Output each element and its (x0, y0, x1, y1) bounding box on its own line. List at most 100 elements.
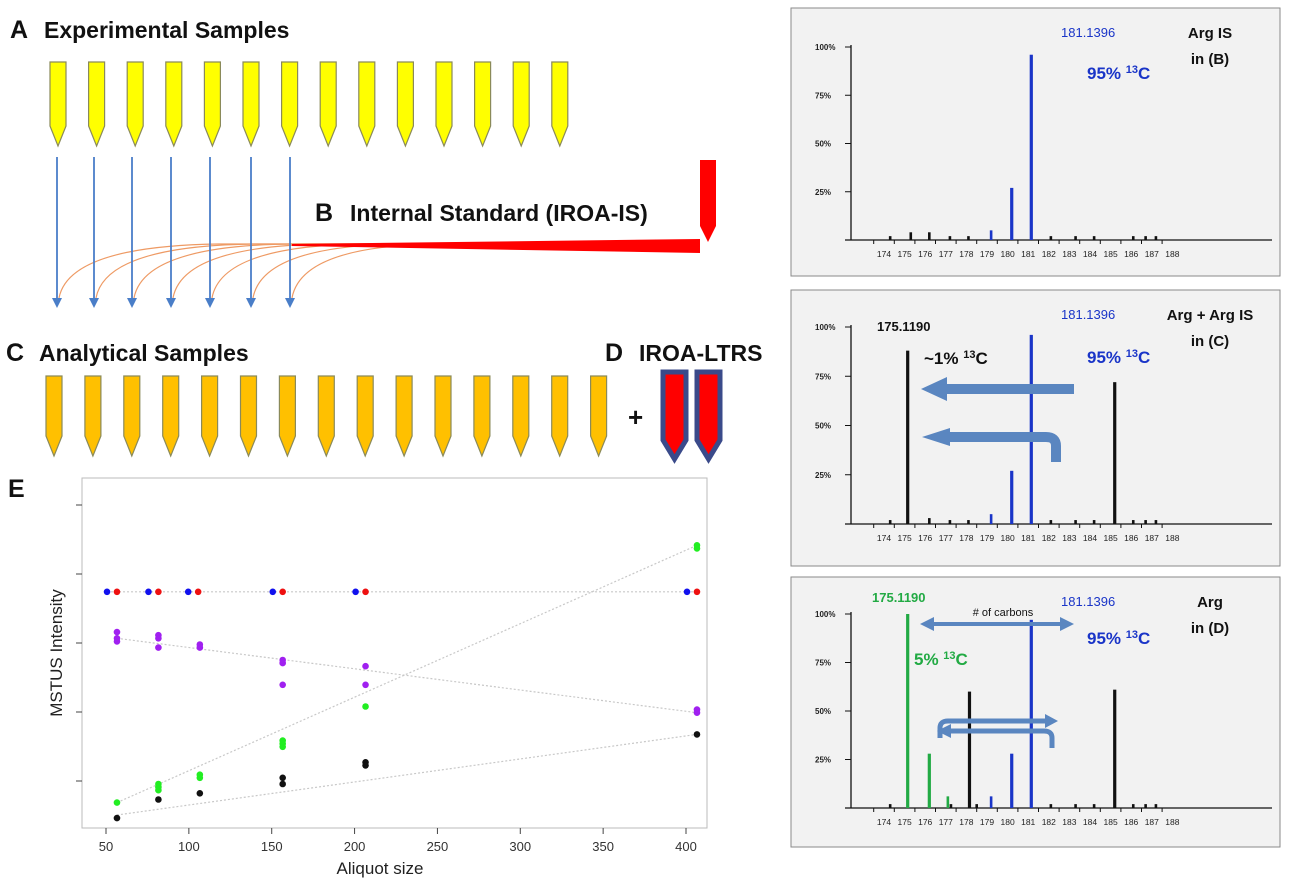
internal-standard-bar (292, 239, 700, 253)
spectrum-peak (888, 804, 892, 808)
spectrum-title: Arg IS (1188, 25, 1232, 42)
spectrum-y-tick-label: 50% (815, 707, 831, 716)
experimental-tube (87, 61, 106, 148)
spectrum-x-tick-label: 179 (980, 249, 994, 259)
analytical-tube (356, 375, 374, 458)
experimental-tube (474, 61, 492, 148)
y-axis-ticks (76, 504, 82, 782)
spectrum-x-tick-label: 186 (1124, 817, 1138, 827)
spectrum-peak (909, 232, 913, 240)
data-point-purple (196, 644, 204, 651)
spectrum-peak-label-2: 175.1190 (877, 319, 931, 334)
spectrum-peak (1154, 520, 1158, 524)
spectrum-peak (928, 232, 931, 240)
internal-standard-tube (700, 160, 716, 242)
analytical-tube (434, 375, 452, 458)
analytical-tube (317, 375, 335, 458)
shift-arrow-upper (921, 377, 1074, 401)
experimental-tube (358, 61, 376, 148)
spectrum-x-tick-label: 188 (1165, 533, 1179, 543)
spectrum-frame (790, 576, 1281, 848)
bracket-arrow-lower (950, 728, 1055, 748)
spectrum-peak (1029, 334, 1033, 524)
spectrum-x-tick-label: 184 (1083, 249, 1097, 259)
panel-c: C Analytical Samples (6, 339, 608, 458)
data-point-purple (155, 635, 162, 642)
spectrum-peak (927, 753, 931, 808)
spectrum-peak (1049, 236, 1053, 240)
data-point-black (362, 762, 369, 769)
data-point-purple (155, 644, 162, 651)
spectrum-peak (1154, 236, 1158, 240)
experimental-tube (319, 61, 337, 148)
spectrum-peak-label: 181.1396 (1061, 594, 1115, 609)
scatter-plot-frame (81, 477, 708, 829)
spectrum-x-tick-label: 179 (980, 533, 994, 543)
spectrum-peak (906, 350, 910, 524)
spectrum-x-tick-label: 182 (1042, 249, 1056, 259)
spectrum-x-tick-label: 184 (1083, 533, 1097, 543)
spectrum-x-tick-label: 177 (939, 533, 953, 543)
transfer-arrows (52, 157, 295, 308)
spectrum-peak (989, 230, 993, 240)
spectrum-x-tick-label: 183 (1062, 817, 1076, 827)
shift-arrow-lower-head (922, 428, 950, 446)
analytical-tube (84, 375, 102, 458)
spectrum-x-tick-label: 180 (1001, 817, 1015, 827)
analytical-tube (162, 375, 180, 458)
spectrum-y-tick-label: 25% (815, 471, 831, 480)
data-point-purple (362, 662, 369, 670)
spectrum-peak (1029, 54, 1033, 240)
data-point-red (155, 588, 162, 596)
spectrum-x-tick-label: 185 (1104, 817, 1118, 827)
spectrum-subtitle: in (C) (1191, 333, 1229, 350)
data-point-black (693, 731, 701, 738)
data-point-purple (693, 709, 701, 716)
spectrum-x-tick-label: 177 (939, 817, 953, 827)
spectrum-y-tick-label: 100% (815, 323, 835, 332)
spectrum-y-tick-label: 25% (815, 756, 831, 765)
standard-distribution-curve (133, 243, 700, 299)
spectrum-peak (989, 514, 993, 524)
bracket-arrow-upper-head (1045, 714, 1058, 728)
spectrum-x-tick-label: 182 (1042, 533, 1056, 543)
spectrum-x-tick-label: 177 (939, 249, 953, 259)
spectrum-subtitle: in (D) (1191, 620, 1229, 637)
spectrum-x-tick-label: 184 (1083, 817, 1097, 827)
panel-a-title: Experimental Samples (44, 17, 289, 43)
spectrum-x-tick-label: 187 (1145, 533, 1159, 543)
trend-line (116, 544, 698, 804)
panel-d-letter: D (605, 339, 623, 367)
spectrum-x-tick-label: 178 (959, 533, 973, 543)
spectrum-x-tick-label: 181 (1021, 817, 1035, 827)
spectrum-x-tick-label: 183 (1062, 533, 1076, 543)
spectrum-y-tick-label: 25% (815, 188, 831, 197)
experimental-tube (203, 61, 221, 148)
bracket-arrow-upper (937, 718, 1046, 738)
panel-d: D IROA-LTRS + (605, 339, 763, 464)
spectrum-x-tick-label: 187 (1145, 249, 1159, 259)
data-point-green (279, 743, 286, 751)
shift-arrow-lower (948, 432, 1061, 462)
spectrum-peak (1144, 520, 1147, 524)
spectrum-peak (1113, 382, 1117, 524)
ltrs-tube-2 (694, 369, 723, 464)
scatter-x-tick-label: 400 (675, 839, 697, 854)
spectrum-x-tick-label: 175 (898, 249, 912, 259)
scatter-x-tick-label: 50 (99, 839, 113, 854)
experimental-tube (551, 61, 569, 148)
experimental-tube (512, 61, 530, 148)
spectrum-x-tick-label: 175 (898, 533, 912, 543)
spectrum-peak (1010, 753, 1014, 808)
spectrum-isotope-label: 95% 13C (1087, 64, 1150, 83)
spectrum-isotope-label: 95% 13C (1087, 629, 1150, 648)
data-point-green (362, 703, 369, 710)
panel-d-title: IROA-LTRS (639, 340, 763, 366)
data-point-blue (103, 588, 111, 596)
spectrum-peak (1131, 520, 1135, 524)
data-point-red (693, 588, 701, 596)
data-point-purple (113, 628, 121, 636)
scatter-x-tick-label: 150 (261, 839, 283, 854)
spectrum-peak (967, 691, 972, 808)
analytical-tube (201, 375, 219, 458)
